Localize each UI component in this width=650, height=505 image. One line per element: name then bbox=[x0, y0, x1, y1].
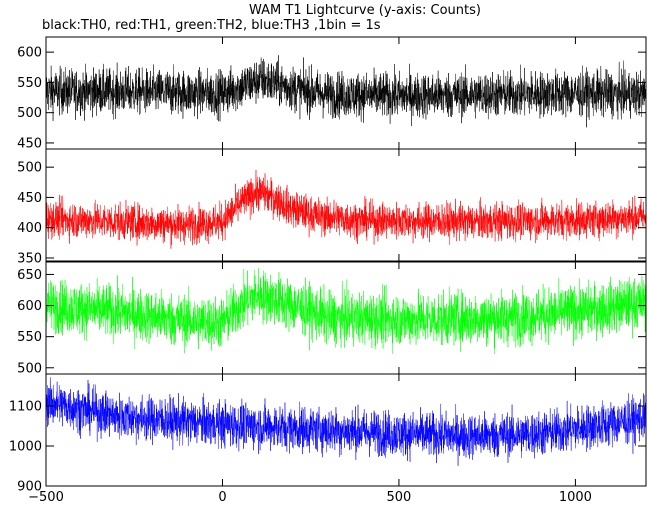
y-tick-label: 1000 bbox=[9, 440, 42, 455]
y-tick-label: 450 bbox=[17, 136, 42, 151]
x-tick-label: 500 bbox=[387, 490, 412, 505]
y-tick-label: 400 bbox=[17, 221, 42, 236]
panel-frame bbox=[45, 148, 647, 262]
panel-th3: 900 1000 1100 bbox=[9, 373, 647, 495]
y-tick-label: 550 bbox=[17, 76, 42, 91]
panel-frame bbox=[45, 373, 647, 487]
y-tick-label: 600 bbox=[17, 299, 42, 314]
panel-th1: 350 400 450 500 bbox=[17, 148, 647, 266]
y-tick-label: 550 bbox=[17, 330, 42, 345]
panels-group: 450 500 550 600 350 400 450 500 500 550 600 650 900 1… bbox=[9, 36, 647, 495]
series-line-th3 bbox=[46, 377, 646, 466]
y-tick-label: 350 bbox=[17, 251, 42, 266]
series-line-th2 bbox=[46, 268, 646, 354]
y-tick-label: 650 bbox=[17, 268, 42, 283]
x-tick-label: 0 bbox=[218, 490, 226, 505]
series-line-th1 bbox=[46, 169, 646, 249]
y-tick-label: 450 bbox=[17, 191, 42, 206]
y-tick-label: 500 bbox=[17, 161, 42, 176]
x-axis: −500 0 500 1000 bbox=[28, 490, 592, 505]
series-line-th0 bbox=[46, 55, 646, 128]
y-tick-label: 1100 bbox=[9, 400, 42, 415]
chart-title: WAM T1 Lightcurve (y-axis: Counts) bbox=[249, 3, 481, 18]
y-tick-label: 500 bbox=[17, 361, 42, 376]
y-tick-label: 900 bbox=[17, 480, 42, 495]
panel-th2: 500 550 600 650 bbox=[17, 261, 647, 376]
y-tick-label: 600 bbox=[17, 46, 42, 61]
chart-subtitle: black:TH0, red:TH1, green:TH2, blue:TH3 … bbox=[42, 18, 381, 33]
x-tick-label: 1000 bbox=[559, 490, 592, 505]
y-tick-label: 500 bbox=[17, 106, 42, 121]
x-tick-label: −500 bbox=[28, 490, 64, 505]
